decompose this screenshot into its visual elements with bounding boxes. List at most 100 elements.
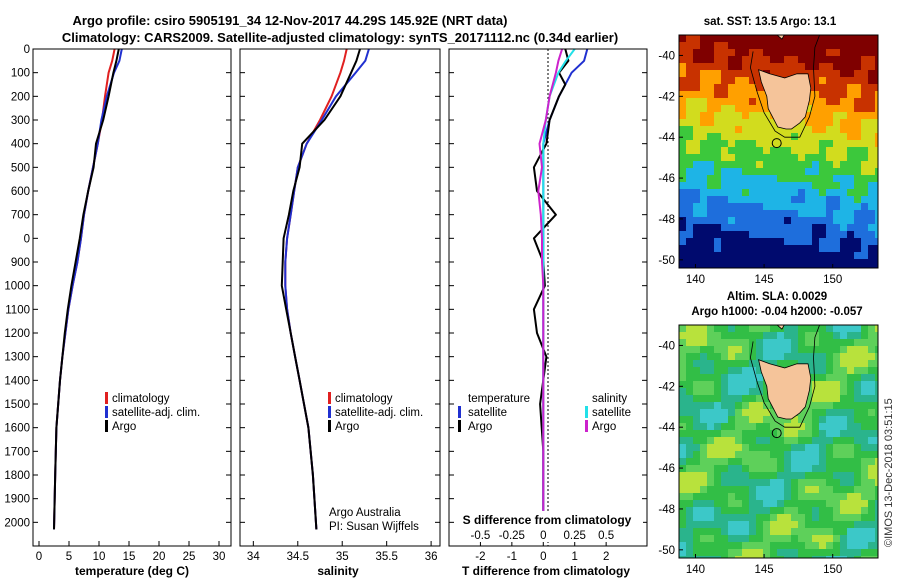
map-cell	[847, 486, 854, 493]
map-cell	[868, 346, 875, 353]
map-cell	[854, 423, 861, 430]
map-cell	[700, 119, 707, 126]
map-cell	[700, 168, 707, 175]
map-cell	[686, 535, 693, 542]
map-cell	[679, 119, 686, 126]
map-cell	[728, 154, 735, 161]
map-cell	[749, 154, 756, 161]
map-cell	[868, 189, 875, 196]
map-cell	[854, 472, 861, 479]
map-cell	[861, 430, 868, 437]
map-cell	[728, 458, 735, 465]
map-cell	[756, 168, 763, 175]
map-cell	[770, 423, 777, 430]
map-cell	[854, 353, 861, 360]
map-cell	[798, 245, 805, 252]
map-cell	[693, 231, 700, 238]
map-cell	[721, 203, 728, 210]
map-cell	[742, 479, 749, 486]
map-cell	[742, 203, 749, 210]
map-cell	[763, 147, 770, 154]
map-cell	[749, 416, 756, 423]
map-cell	[693, 507, 700, 514]
map-cell	[763, 346, 770, 353]
map-cell	[868, 70, 875, 77]
x-tick-label: 35.5	[375, 551, 397, 563]
map-cell	[679, 266, 686, 268]
map-cell	[742, 549, 749, 556]
map-cell	[861, 91, 868, 98]
map-cell	[826, 210, 833, 217]
map-cell	[812, 444, 819, 451]
map-cell	[679, 203, 686, 210]
map-cell	[847, 500, 854, 507]
map-cell	[749, 84, 756, 91]
map-cell	[707, 35, 714, 42]
map-cell	[756, 479, 763, 486]
map-cell	[714, 325, 721, 332]
map-cell	[756, 514, 763, 521]
map-cell	[791, 430, 798, 437]
top-tick-label: 0	[540, 530, 546, 542]
map-cell	[868, 252, 875, 259]
map-cell	[791, 486, 798, 493]
map-cell	[833, 416, 840, 423]
map-cell	[784, 133, 791, 140]
map-cell	[826, 189, 833, 196]
map-cell	[819, 133, 826, 140]
map-cell	[833, 423, 840, 430]
map-cell	[756, 556, 763, 558]
map-cell	[812, 77, 819, 84]
map-cell	[721, 210, 728, 217]
map-cell	[875, 430, 878, 437]
map-cell	[763, 175, 770, 182]
map-cell	[700, 112, 707, 119]
map-cell	[777, 535, 784, 542]
map-cell	[721, 430, 728, 437]
map-cell	[854, 395, 861, 402]
map-cell	[847, 507, 854, 514]
map-cell	[770, 416, 777, 423]
map-cell	[714, 416, 721, 423]
map-cell	[721, 238, 728, 245]
map-cell	[714, 98, 721, 105]
map-cell	[679, 437, 686, 444]
map-cell	[679, 395, 686, 402]
map-cell	[875, 231, 878, 238]
map-cell	[784, 535, 791, 542]
map-cell	[728, 70, 735, 77]
map-cell	[805, 556, 812, 558]
y-tick-label: 400	[11, 139, 30, 151]
map-cell	[686, 168, 693, 175]
map-cell	[700, 259, 707, 266]
map-cell	[770, 339, 777, 346]
map-cell	[721, 339, 728, 346]
map-cell	[812, 112, 819, 119]
map-cell	[805, 245, 812, 252]
map-cell	[714, 154, 721, 161]
map-cell	[763, 35, 770, 42]
map-cell	[784, 266, 791, 268]
map-cell	[847, 451, 854, 458]
map-cell	[749, 374, 756, 381]
map-cell	[861, 556, 868, 558]
map-cell	[728, 84, 735, 91]
map-cell	[742, 402, 749, 409]
map-cell	[707, 91, 714, 98]
map-cell	[735, 374, 742, 381]
map-cell	[749, 325, 756, 332]
map-cell	[798, 486, 805, 493]
map-cell	[826, 245, 833, 252]
map-cell	[728, 266, 735, 268]
map-cell	[770, 521, 777, 528]
map-cell	[826, 346, 833, 353]
map-cell	[854, 189, 861, 196]
map-cell	[707, 231, 714, 238]
map-cell	[812, 196, 819, 203]
map-cell	[728, 514, 735, 521]
map-cell	[805, 437, 812, 444]
map-cell	[819, 112, 826, 119]
map-cell	[686, 451, 693, 458]
map-cell	[749, 91, 756, 98]
map-cell	[791, 556, 798, 558]
